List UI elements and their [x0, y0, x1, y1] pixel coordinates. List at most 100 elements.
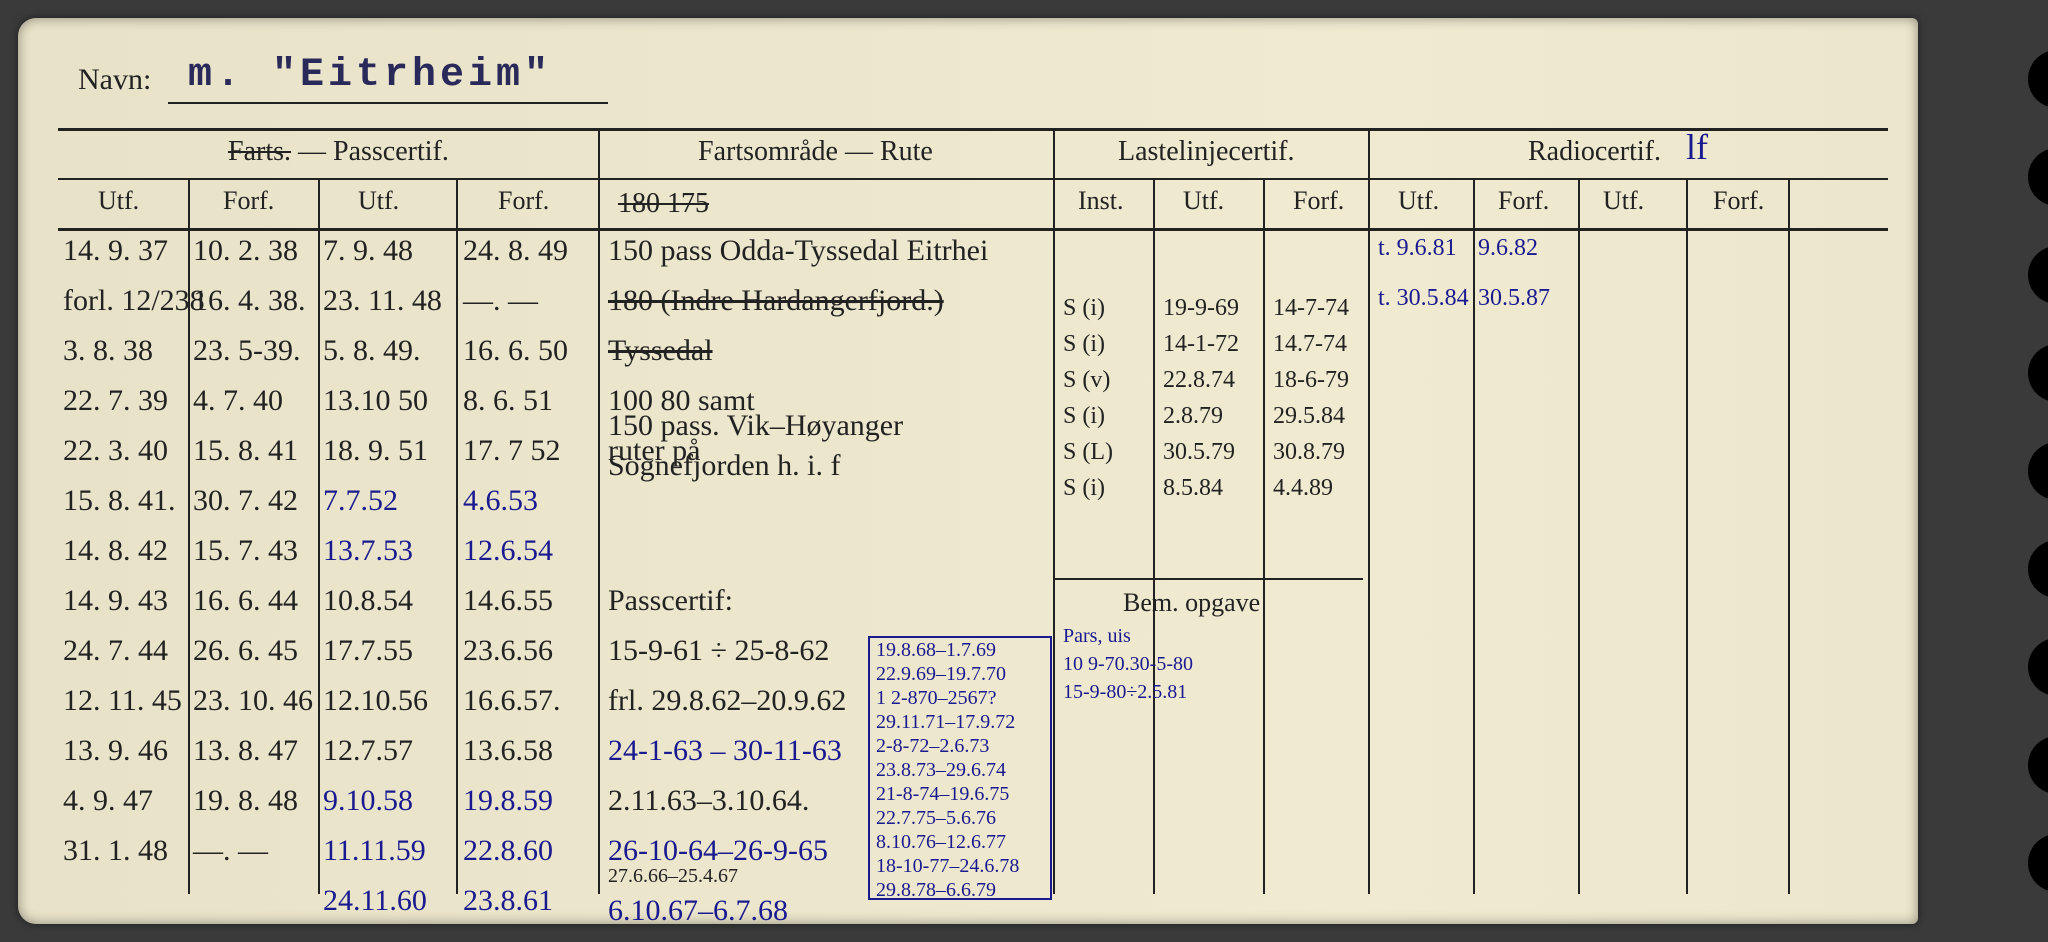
- laste-inst: S (v): [1063, 368, 1110, 392]
- vline: [1788, 178, 1790, 894]
- laste-utf: 8.5.84: [1163, 476, 1223, 500]
- passcertif2-utf: 18. 9. 51: [323, 436, 428, 466]
- passcertif2-utf: 5. 8. 49.: [323, 336, 421, 366]
- passcertif-utf: 13. 9. 46: [63, 736, 168, 766]
- rute-line: 15-9-61 ÷ 25-8-62: [608, 636, 829, 666]
- laste-utf: 19-9-69: [1163, 296, 1239, 320]
- section-laste: Lastelinjecertif.: [1118, 136, 1294, 168]
- passcertif-utf: 3. 8. 38: [63, 336, 153, 366]
- punch-hole: [2028, 638, 2048, 696]
- passcertif2-forf: 23.6.56: [463, 636, 553, 666]
- rute-box-line: 29.8.78–6.6.79: [876, 880, 996, 900]
- passcertif-forf: 26. 6. 45: [193, 636, 298, 666]
- punch-hole: [2028, 50, 2048, 108]
- rute-line: 180 (Indre Hardangerfjord.): [608, 286, 944, 316]
- passcertif2-forf: 19.8.59: [463, 786, 553, 816]
- rule-head2: [58, 228, 1888, 231]
- passcertif-utf: 12. 11. 45: [63, 686, 182, 716]
- rute-line: 27.6.66–25.4.67: [608, 866, 738, 886]
- passcertif-label: — Passcertif.: [291, 136, 449, 167]
- passcertif-forf: 19. 8. 48: [193, 786, 298, 816]
- radio-handwritten: lf: [1686, 126, 1708, 168]
- laste-forf: 4.4.89: [1273, 476, 1333, 500]
- passcertif-forf: 4. 7. 40: [193, 386, 283, 416]
- vline: [1473, 178, 1475, 894]
- passcertif2-forf: 22.8.60: [463, 836, 553, 866]
- laste-forf: 14-7-74: [1273, 296, 1349, 320]
- bem-line: 15-9-80÷2.5.81: [1063, 682, 1187, 702]
- rute-line: 6.10.67–6.7.68: [608, 896, 788, 924]
- col-utf-3: Utf.: [1183, 186, 1224, 216]
- passcertif-forf: 23. 10. 46: [193, 686, 313, 716]
- vline: [1686, 178, 1688, 894]
- section-radio: Radiocertif.: [1528, 136, 1661, 168]
- rute-box-line: 18-10-77–24.6.78: [876, 856, 1019, 876]
- section-passcertif: Farts. — Passcertif.: [228, 136, 449, 168]
- rute-line: frl. 29.8.62–20.9.62: [608, 686, 846, 716]
- laste-inst: S (i): [1063, 332, 1105, 356]
- passcertif2-forf: —. —: [463, 286, 538, 316]
- punch-hole: [2028, 246, 2048, 304]
- passcertif-utf: 24. 7. 44: [63, 636, 168, 666]
- passcertif2-utf: 23. 11. 48: [323, 286, 442, 316]
- passcertif2-utf: 13.10 50: [323, 386, 428, 416]
- laste-utf: 30.5.79: [1163, 440, 1235, 464]
- laste-utf: 14-1-72: [1163, 332, 1239, 356]
- bem-line: Pars, uis: [1063, 626, 1131, 646]
- rute-box-line: 23.8.73–29.6.74: [876, 760, 1006, 780]
- rute-line: Tyssedal: [608, 336, 713, 366]
- laste-inst: S (i): [1063, 476, 1105, 500]
- passcertif-utf: 22. 7. 39: [63, 386, 168, 416]
- rute-box-line: 29.11.71–17.9.72: [876, 712, 1015, 732]
- passcertif-utf: 31. 1. 48: [63, 836, 168, 866]
- passcertif2-utf: 24.11.60: [323, 886, 427, 916]
- rute-box-line: 2-8-72–2.6.73: [876, 736, 989, 756]
- col-forf-5: Forf.: [1713, 186, 1764, 216]
- rute-line: Sognefjorden h. i. f: [608, 451, 840, 481]
- passcertif2-forf: 17. 7 52: [463, 436, 561, 466]
- vline: [456, 178, 458, 894]
- passcertif-forf: 15. 8. 41: [193, 436, 298, 466]
- laste-inst: S (L): [1063, 440, 1113, 464]
- col-utf-5: Utf.: [1603, 186, 1644, 216]
- vline: [1263, 178, 1265, 894]
- vline-major: [598, 128, 600, 894]
- passcertif-utf: 14. 9. 37: [63, 236, 168, 266]
- col-forf-1: Forf.: [223, 186, 274, 216]
- rute-line: 26-10-64–26-9-65: [608, 836, 828, 866]
- laste-utf: 22.8.74: [1163, 368, 1235, 392]
- rute-line: 2.11.63–3.10.64.: [608, 786, 809, 816]
- laste-inst: S (i): [1063, 404, 1105, 428]
- passcertif-forf: 16. 6. 44: [193, 586, 298, 616]
- col-forf-3: Forf.: [1293, 186, 1344, 216]
- laste-inst: S (i): [1063, 296, 1105, 320]
- passcertif-forf: —. —: [193, 836, 268, 866]
- vline: [1578, 178, 1580, 894]
- passcertif2-forf: 8. 6. 51: [463, 386, 553, 416]
- vline: [1153, 178, 1155, 894]
- laste-forf: 18-6-79: [1273, 368, 1349, 392]
- passcertif2-utf: 10.8.54: [323, 586, 413, 616]
- col-utf-1: Utf.: [98, 186, 139, 216]
- laste-forf: 29.5.84: [1273, 404, 1345, 428]
- vline-major: [1368, 128, 1370, 894]
- col-forf-4: Forf.: [1498, 186, 1549, 216]
- punch-hole: [2028, 442, 2048, 500]
- col-forf-2: Forf.: [498, 186, 549, 216]
- punch-hole: [2028, 148, 2048, 206]
- col-utf-2: Utf.: [358, 186, 399, 216]
- passcertif-utf: 14. 8. 42: [63, 536, 168, 566]
- rule-top: [58, 128, 1888, 131]
- navn-underline: [168, 102, 608, 104]
- passcertif-forf: 16. 4. 38.: [193, 286, 306, 316]
- passcertif-forf: 23. 5-39.: [193, 336, 301, 366]
- rule-head: [58, 178, 1888, 180]
- passcertif2-forf: 23.8.61: [463, 886, 553, 916]
- passcertif-utf: 22. 3. 40: [63, 436, 168, 466]
- passcertif-utf: forl. 12/238: [63, 286, 205, 316]
- passcertif2-forf: 4.6.53: [463, 486, 538, 516]
- bem-label: Bem. opgave: [1123, 588, 1260, 618]
- rute-box-line: 21-8-74–19.6.75: [876, 784, 1009, 804]
- passcertif2-forf: 13.6.58: [463, 736, 553, 766]
- passcertif2-utf: 12.10.56: [323, 686, 428, 716]
